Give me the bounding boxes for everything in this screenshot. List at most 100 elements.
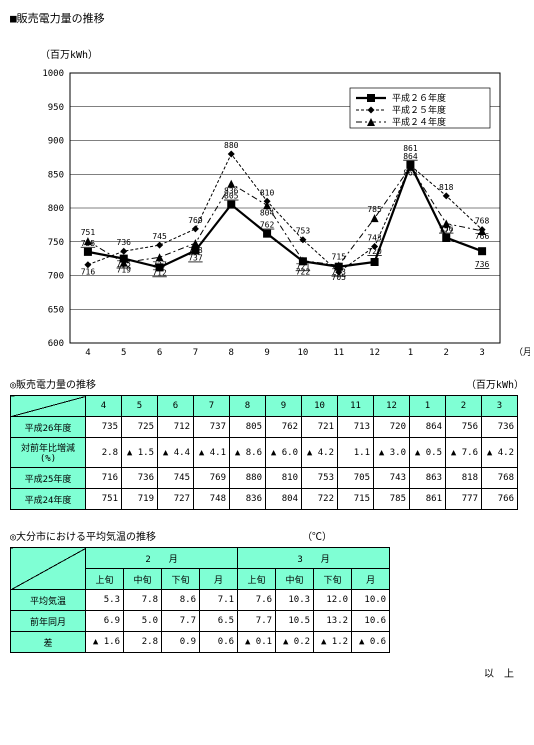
sub-header: 月 [352, 569, 390, 590]
col-header: 6 [158, 396, 194, 417]
table-cell: 748 [194, 489, 230, 510]
table-cell: 769 [194, 468, 230, 489]
temperature-table: 2 月3 月上旬中旬下旬月上旬中旬下旬月平均気温5.37.88.67.17.61… [10, 547, 390, 653]
col-header: 2 [446, 396, 482, 417]
table1-title-text: ◎販売電力量の推移 [10, 380, 96, 391]
svg-text:713: 713 [332, 268, 347, 277]
table-cell: 10.6 [352, 611, 390, 632]
svg-text:762: 762 [260, 221, 275, 230]
table-cell: 10.5 [276, 611, 314, 632]
row-label: 平成25年度 [11, 468, 86, 489]
col-header: 10 [302, 396, 338, 417]
table-cell: ▲ 1.6 [86, 632, 124, 653]
table-cell: 6.5 [200, 611, 238, 632]
table-cell: ▲ 0.5 [410, 438, 446, 468]
svg-text:725: 725 [117, 260, 132, 269]
svg-text:721: 721 [296, 262, 311, 271]
table-cell: 785 [374, 489, 410, 510]
svg-text:10: 10 [297, 348, 308, 358]
table-cell: ▲ 3.0 [374, 438, 410, 468]
svg-text:716: 716 [81, 268, 96, 277]
table-cell: ▲ 4.2 [482, 438, 518, 468]
table-cell: 721 [302, 417, 338, 438]
svg-text:600: 600 [48, 339, 64, 349]
svg-text:880: 880 [224, 141, 239, 150]
svg-text:864: 864 [403, 152, 418, 161]
table-cell: 836 [230, 489, 266, 510]
table-cell: 762 [266, 417, 302, 438]
table-cell: 727 [158, 489, 194, 510]
svg-text:743: 743 [367, 233, 382, 242]
table-cell: 745 [158, 468, 194, 489]
row-label: 平均気温 [11, 590, 86, 611]
svg-text:7: 7 [193, 348, 198, 358]
table-cell: 7.1 [200, 590, 238, 611]
svg-text:769: 769 [188, 216, 203, 225]
table-corner [11, 548, 86, 590]
svg-text:800: 800 [48, 204, 64, 214]
col-header: 1 [410, 396, 446, 417]
svg-text:751: 751 [81, 228, 96, 237]
table-cell: 10.0 [352, 590, 390, 611]
col-header: 7 [194, 396, 230, 417]
sub-header: 上旬 [238, 569, 276, 590]
svg-text:1: 1 [408, 348, 413, 358]
row-label: 平成26年度 [11, 417, 86, 438]
table-cell: 10.3 [276, 590, 314, 611]
svg-text:950: 950 [48, 103, 64, 113]
col-header: 12 [374, 396, 410, 417]
table-cell: ▲ 0.2 [276, 632, 314, 653]
table-cell: 864 [410, 417, 446, 438]
svg-text:750: 750 [48, 238, 64, 248]
sub-header: 上旬 [86, 569, 124, 590]
svg-text:平成２４年度: 平成２４年度 [392, 116, 446, 128]
table-cell: 7.7 [238, 611, 276, 632]
table-cell: 5.3 [86, 590, 124, 611]
svg-text:745: 745 [152, 232, 167, 241]
table-cell: 713 [338, 417, 374, 438]
svg-text:850: 850 [48, 170, 64, 180]
table-cell: 737 [194, 417, 230, 438]
table-cell: ▲ 1.5 [122, 438, 158, 468]
table-cell: 705 [338, 468, 374, 489]
table-cell: 863 [410, 468, 446, 489]
table-cell: 777 [446, 489, 482, 510]
svg-text:6: 6 [157, 348, 162, 358]
svg-text:715: 715 [332, 252, 347, 261]
group-header: 2 月 [86, 548, 238, 569]
table-cell: 13.2 [314, 611, 352, 632]
table-cell: 880 [230, 468, 266, 489]
table-cell: 7.6 [238, 590, 276, 611]
svg-text:8: 8 [229, 348, 234, 358]
sub-header: 月 [200, 569, 238, 590]
col-header: 9 [266, 396, 302, 417]
table-cell: 766 [482, 489, 518, 510]
table1-unit: （百万kWh） [466, 376, 524, 391]
svg-text:650: 650 [48, 305, 64, 315]
svg-text:4: 4 [85, 348, 90, 358]
svg-text:9: 9 [264, 348, 269, 358]
svg-text:736: 736 [117, 238, 132, 247]
table-cell: 2.8 [86, 438, 122, 468]
table-cell: ▲ 1.2 [314, 632, 352, 653]
svg-text:5: 5 [121, 348, 126, 358]
table-cell: 736 [482, 417, 518, 438]
table-cell: 712 [158, 417, 194, 438]
col-header: 8 [230, 396, 266, 417]
svg-text:2: 2 [444, 348, 449, 358]
sub-header: 中旬 [124, 569, 162, 590]
table-cell: 861 [410, 489, 446, 510]
svg-text:818: 818 [439, 183, 454, 192]
table-cell: 8.6 [162, 590, 200, 611]
svg-text:700: 700 [48, 272, 64, 282]
svg-text:3: 3 [479, 348, 484, 358]
table-cell: 810 [266, 468, 302, 489]
row-label: 差 [11, 632, 86, 653]
table-cell: ▲ 6.0 [266, 438, 302, 468]
table-cell: 753 [302, 468, 338, 489]
table-cell: ▲ 0.1 [238, 632, 276, 653]
svg-text:12: 12 [369, 348, 380, 358]
table-cell: 719 [122, 489, 158, 510]
row-label: 対前年比増減(%) [11, 438, 86, 468]
svg-text:720: 720 [367, 247, 382, 256]
